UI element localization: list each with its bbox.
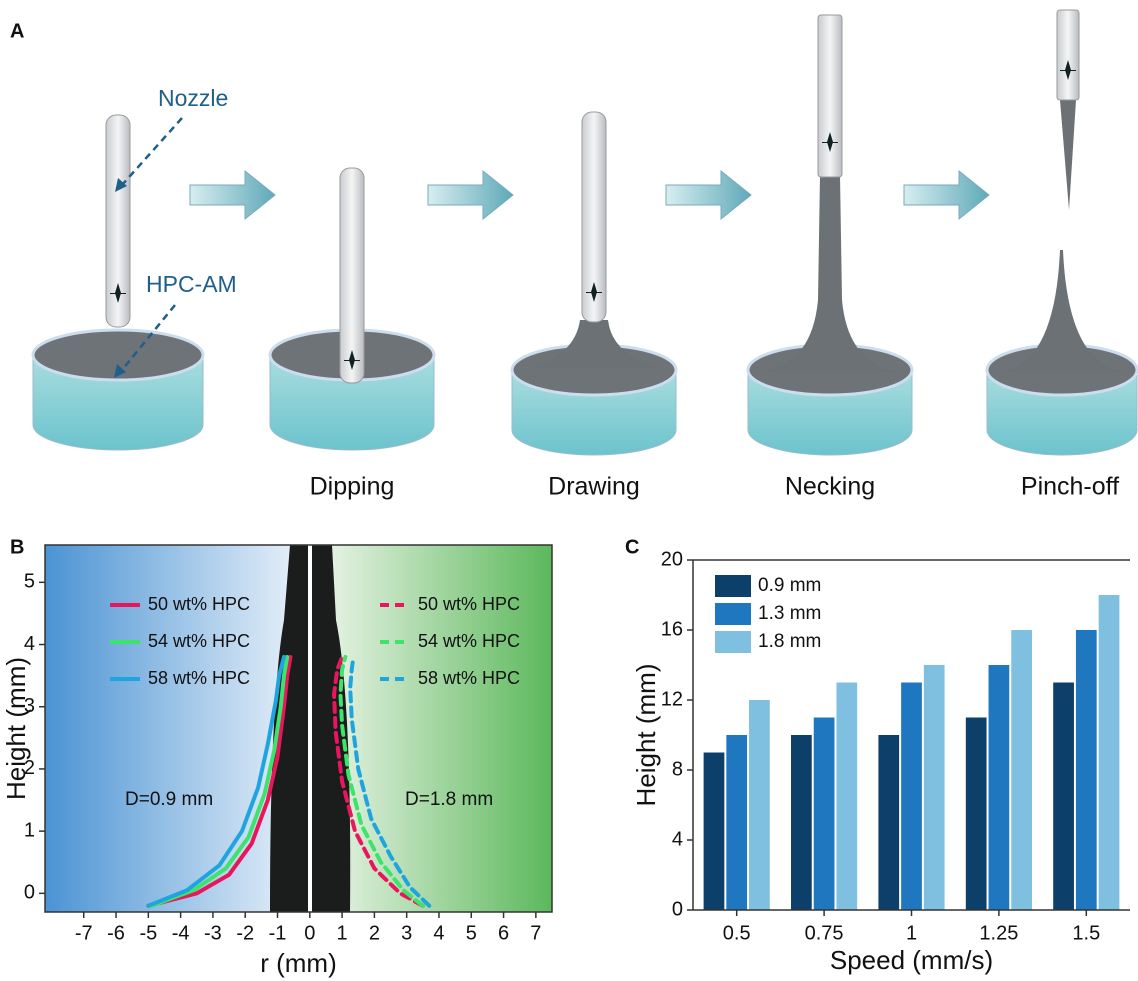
step-label: Drawing xyxy=(548,473,640,501)
bar xyxy=(836,683,857,911)
y-tick-label: 8 xyxy=(672,758,683,780)
bar xyxy=(901,683,922,911)
x-tick-label: 5 xyxy=(466,922,477,944)
annotation: HPC-AM xyxy=(146,271,237,297)
y-tick-label: 0 xyxy=(672,898,683,920)
legend-label: 1.8 mm xyxy=(758,631,821,652)
legend-swatch xyxy=(715,631,751,653)
legend-label: 50 wt% HPC xyxy=(148,594,250,614)
bar xyxy=(726,735,747,910)
x-tick-label: -2 xyxy=(236,922,254,944)
y-tick-label: 20 xyxy=(661,548,683,570)
legend-swatch xyxy=(715,575,751,597)
bar xyxy=(966,718,987,911)
x-tick-label: 1.5 xyxy=(1072,922,1100,944)
bar xyxy=(749,700,770,910)
x-tick-label: 2 xyxy=(369,922,380,944)
bar xyxy=(1053,683,1074,911)
legend-label: 54 wt% HPC xyxy=(148,631,250,651)
step-label: Dipping xyxy=(310,473,395,501)
annotation: Nozzle xyxy=(158,85,228,111)
x-tick-label: -6 xyxy=(107,922,125,944)
bar xyxy=(989,665,1010,910)
x-tick-label: 4 xyxy=(433,922,444,944)
annotation: D=0.9 mm xyxy=(125,789,213,810)
bar xyxy=(1011,630,1032,910)
bar xyxy=(814,718,835,911)
panel-label: A xyxy=(10,20,24,42)
y-tick-label: 0 xyxy=(24,882,35,904)
panel-label: C xyxy=(625,536,639,558)
x-tick-label: 7 xyxy=(530,922,541,944)
x-tick-label: -4 xyxy=(172,922,190,944)
step-label: Pinch-off xyxy=(1021,473,1119,501)
step-label: Necking xyxy=(785,473,875,501)
x-tick-label: 1 xyxy=(337,922,348,944)
panel-label: B xyxy=(10,536,24,558)
x-tick-label: 6 xyxy=(498,922,509,944)
legend-label: 50 wt% HPC xyxy=(418,594,520,614)
y-axis-label: Height (mm) xyxy=(1,657,31,800)
x-tick-label: 0.75 xyxy=(805,922,844,944)
x-axis-label: Speed (mm/s) xyxy=(830,945,993,975)
x-tick-label: 1 xyxy=(906,922,917,944)
x-tick-label: 0.5 xyxy=(723,922,751,944)
y-tick-label: 16 xyxy=(661,618,683,640)
y-tick-label: 1 xyxy=(24,819,35,841)
bar xyxy=(878,735,899,910)
y-tick-label: 5 xyxy=(24,571,35,593)
panel-a: A xyxy=(10,10,1137,501)
x-tick-label: -3 xyxy=(204,922,222,944)
x-tick-label: 3 xyxy=(401,922,412,944)
annotation: D=1.8 mm xyxy=(405,789,493,810)
bar xyxy=(924,665,945,910)
y-tick-label: 12 xyxy=(661,688,683,710)
x-tick-label: 0 xyxy=(304,922,315,944)
bar xyxy=(1076,630,1097,910)
bar xyxy=(704,753,725,911)
legend-swatch xyxy=(715,603,751,625)
y-tick-label: 4 xyxy=(672,828,683,850)
x-axis-label: r (mm) xyxy=(260,948,337,978)
y-tick-label: 4 xyxy=(24,633,35,655)
y-axis-label: Height (mm) xyxy=(631,663,661,806)
x-tick-label: -5 xyxy=(139,922,157,944)
x-tick-label: 1.25 xyxy=(979,922,1018,944)
legend-label: 1.3 mm xyxy=(758,603,821,624)
x-tick-label: -1 xyxy=(269,922,287,944)
legend-label: 58 wt% HPC xyxy=(418,668,520,688)
legend-label: 0.9 mm xyxy=(758,575,821,596)
legend-label: 54 wt% HPC xyxy=(418,631,520,651)
bar xyxy=(791,735,812,910)
bar xyxy=(1099,595,1120,910)
x-tick-label: -7 xyxy=(75,922,93,944)
figure: A xyxy=(0,0,1138,981)
legend-label: 58 wt% HPC xyxy=(148,668,250,688)
